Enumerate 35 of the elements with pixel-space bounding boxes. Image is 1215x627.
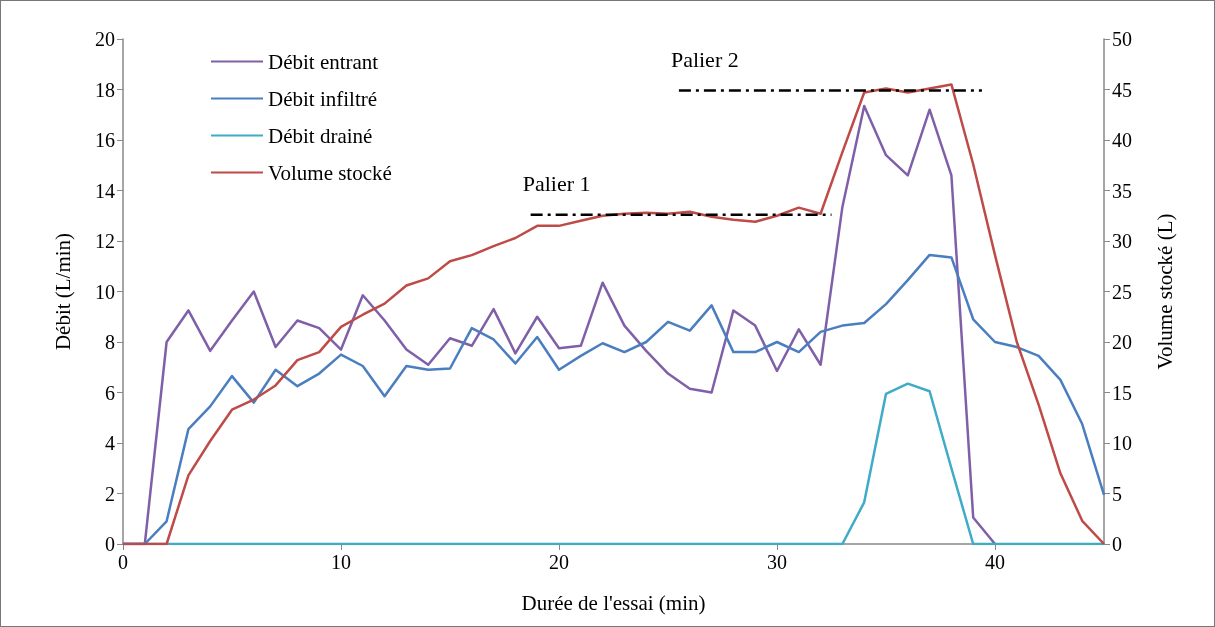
y2-tick-label: 10 xyxy=(1112,432,1132,454)
y-tick-label: 16 xyxy=(95,129,115,151)
y-tick-label: 4 xyxy=(105,432,115,454)
y2-tick-label: 20 xyxy=(1112,331,1132,353)
y2-axis-title: Volume stocké (L) xyxy=(1152,213,1177,370)
x-tick-label: 10 xyxy=(331,551,351,573)
y2-tick-label: 5 xyxy=(1112,482,1122,505)
y2-tick-label: 25 xyxy=(1112,280,1132,303)
x-tick-label: 20 xyxy=(549,551,569,573)
y2-tick-label: 15 xyxy=(1112,381,1132,404)
legend-label: Débit infiltré xyxy=(268,86,378,111)
y-tick-label: 20 xyxy=(95,28,115,50)
y-tick-label: 14 xyxy=(95,179,115,202)
y2-tick-label: 45 xyxy=(1112,78,1132,101)
y2-tick-label: 30 xyxy=(1112,230,1132,252)
x-tick-label: 40 xyxy=(985,551,1005,573)
y-tick-label: 6 xyxy=(105,381,115,404)
x-axis-title: Durée de l'essai (min) xyxy=(521,590,706,615)
y2-tick-label: 40 xyxy=(1112,129,1132,151)
y-tick-label: 12 xyxy=(95,230,115,252)
y-tick-label: 8 xyxy=(105,331,115,353)
legend-label: Débit drainé xyxy=(268,123,373,148)
y-tick-label: 18 xyxy=(95,78,115,101)
y-tick-label: 10 xyxy=(95,280,115,303)
y2-tick-label: 50 xyxy=(1112,28,1132,50)
y2-tick-label: 35 xyxy=(1112,179,1132,202)
y-tick-label: 0 xyxy=(105,533,115,555)
y2-tick-label: 0 xyxy=(1112,533,1122,555)
x-tick-label: 30 xyxy=(767,551,787,573)
series-label: Palier 2 xyxy=(670,47,739,73)
y-axis-title: Débit (L/min) xyxy=(50,232,75,351)
legend-label: Débit entrant xyxy=(268,49,379,74)
legend-label: Volume stocké xyxy=(268,160,392,185)
y-tick-label: 2 xyxy=(105,482,115,505)
series-label: Palier 1 xyxy=(522,171,591,197)
